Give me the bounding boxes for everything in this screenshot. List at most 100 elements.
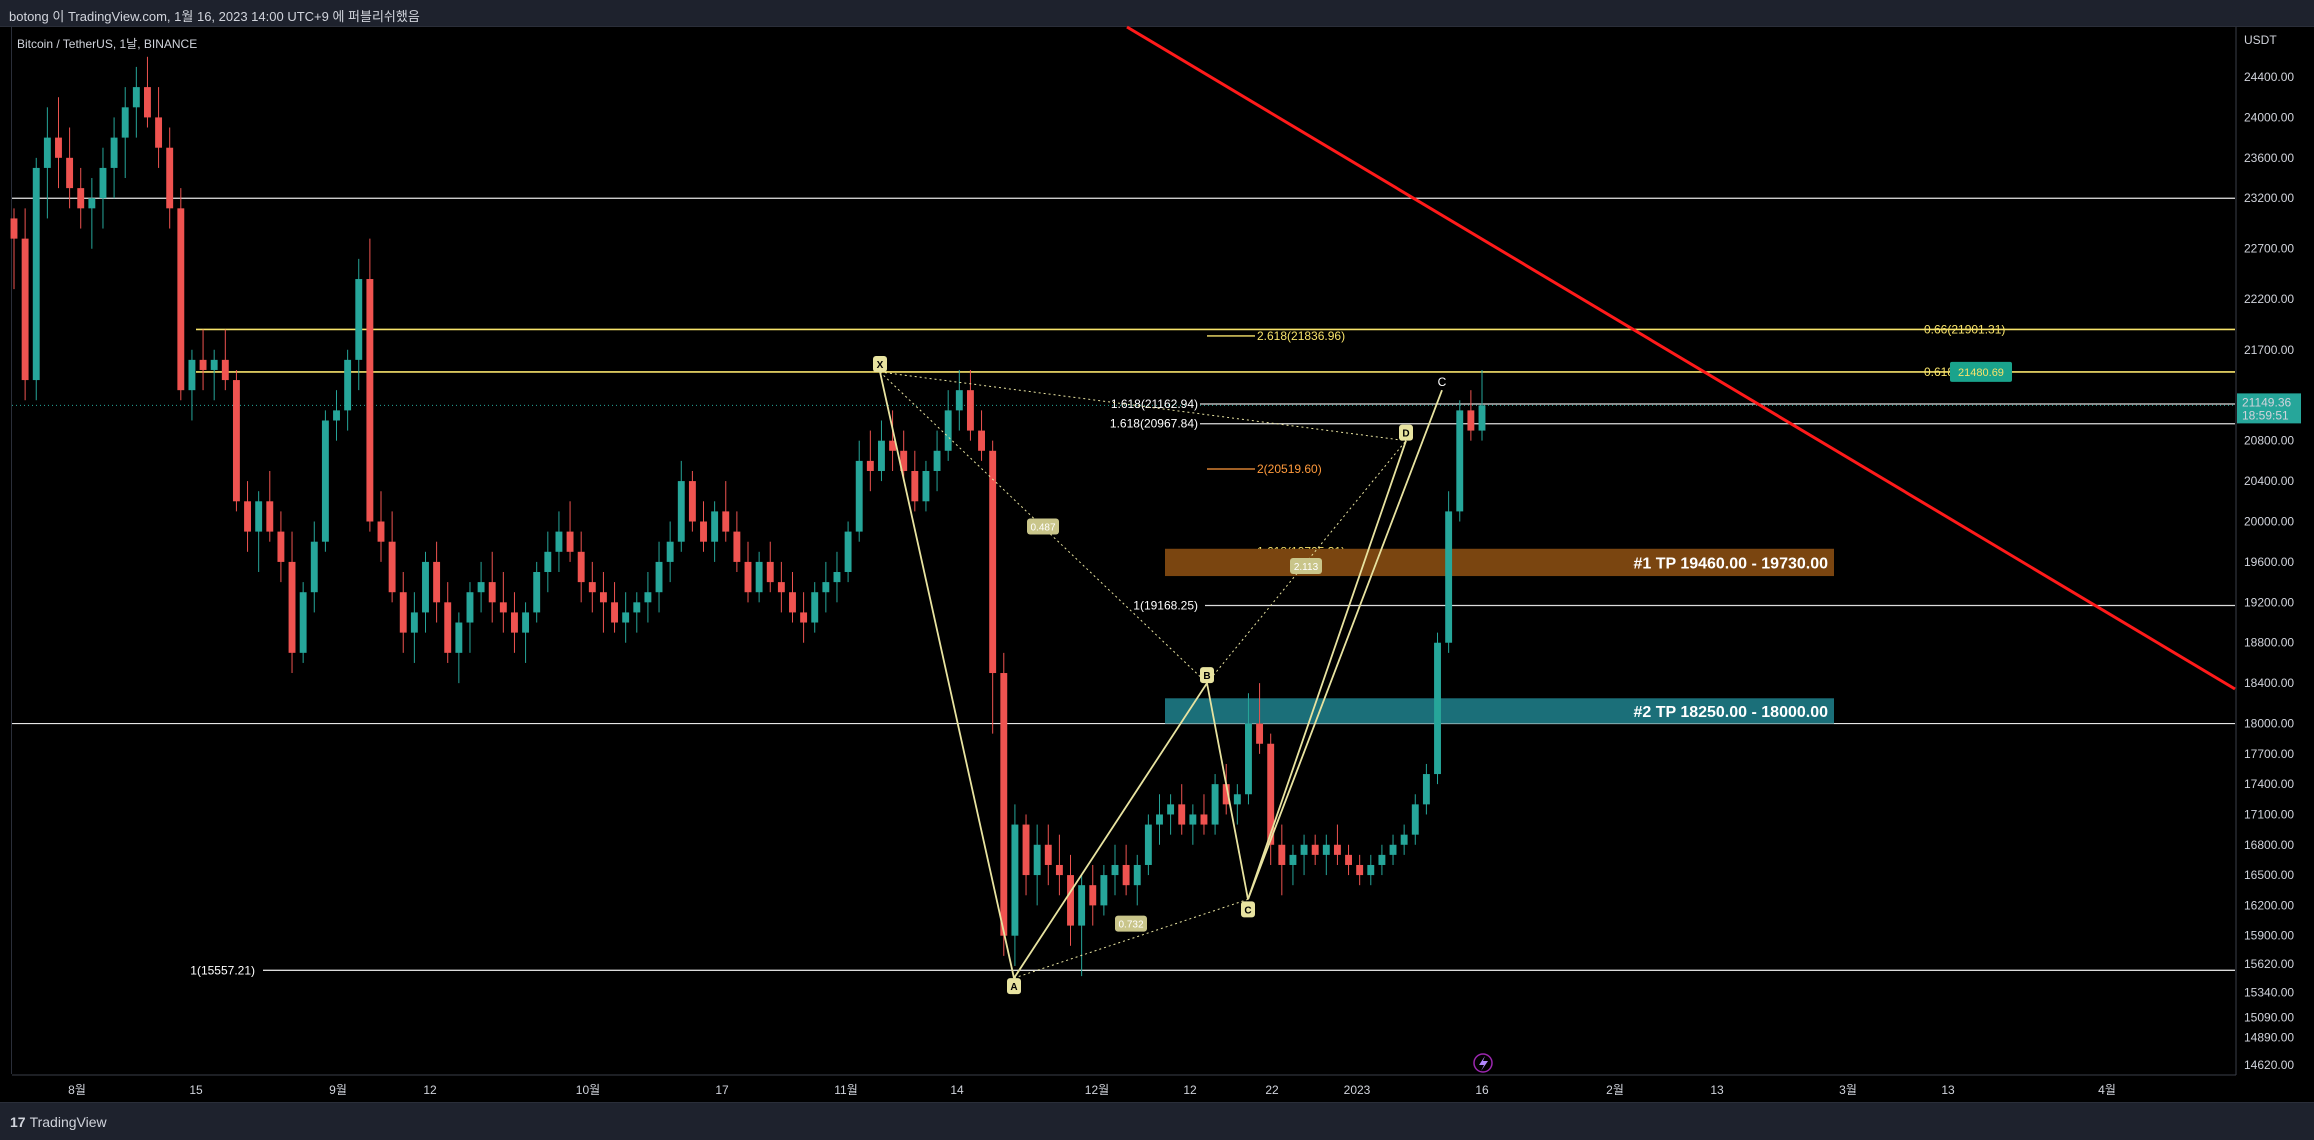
candle-body[interactable] — [611, 602, 618, 623]
candle-body[interactable] — [244, 501, 251, 532]
candle-body[interactable] — [766, 561, 774, 583]
candle-body[interactable] — [433, 561, 441, 603]
candle-body[interactable] — [32, 167, 40, 381]
candle-body[interactable] — [399, 592, 407, 633]
candle-body[interactable] — [266, 501, 274, 532]
pattern-point-marker[interactable] — [1007, 978, 1021, 995]
candle-body[interactable] — [1367, 864, 1375, 876]
candle-body[interactable] — [978, 430, 985, 451]
candle-body[interactable] — [1422, 774, 1430, 805]
candle-body[interactable] — [299, 592, 307, 653]
candle-body[interactable] — [544, 551, 552, 573]
candle-body[interactable] — [199, 359, 207, 370]
candle-body[interactable] — [1222, 784, 1230, 805]
candle-body[interactable] — [677, 481, 685, 542]
candle-body[interactable] — [455, 622, 463, 653]
candle-body[interactable] — [1100, 875, 1108, 906]
candle-body[interactable] — [1156, 814, 1163, 825]
candle-body[interactable] — [321, 420, 329, 542]
candle-body[interactable] — [922, 470, 930, 502]
candle-body[interactable] — [944, 410, 952, 451]
candle-body[interactable] — [666, 541, 674, 562]
candle-body[interactable] — [1178, 804, 1186, 825]
candle-body[interactable] — [210, 359, 218, 370]
candle-body[interactable] — [1167, 804, 1175, 815]
candle-body[interactable] — [1289, 854, 1297, 865]
candle-body[interactable] — [43, 137, 51, 168]
candle-body[interactable] — [388, 541, 396, 593]
candle-body[interactable] — [499, 602, 507, 613]
candle-body[interactable] — [277, 531, 285, 562]
candle-body[interactable] — [288, 561, 296, 653]
pattern-point-marker[interactable] — [1200, 667, 1214, 684]
candle-body[interactable] — [889, 440, 897, 451]
candle-body[interactable] — [444, 602, 452, 653]
candle-body[interactable] — [1033, 844, 1041, 876]
candle-body[interactable] — [1000, 673, 1008, 936]
candle-body[interactable] — [1089, 885, 1097, 906]
candle-body[interactable] — [333, 410, 340, 421]
candle-body[interactable] — [1022, 824, 1030, 876]
candle-body[interactable] — [77, 188, 85, 209]
candle-body[interactable] — [1055, 864, 1063, 876]
candle-body[interactable] — [688, 481, 696, 522]
candle-body[interactable] — [1434, 642, 1441, 775]
candle-body[interactable] — [1067, 875, 1074, 926]
candle-body[interactable] — [1300, 844, 1308, 855]
candle-body[interactable] — [722, 511, 730, 532]
candle-body[interactable] — [633, 602, 641, 613]
candle-body[interactable] — [1044, 844, 1052, 865]
candle-body[interactable] — [1311, 844, 1319, 855]
candle-body[interactable] — [911, 470, 919, 502]
candle-body[interactable] — [1200, 814, 1208, 825]
candle-body[interactable] — [1189, 814, 1197, 825]
candle-body[interactable] — [1356, 864, 1364, 876]
candle-body[interactable] — [188, 359, 196, 391]
candle-body[interactable] — [811, 592, 819, 623]
pattern-point-marker[interactable] — [1241, 901, 1255, 918]
candle-body[interactable] — [221, 359, 229, 381]
tradingview-brand[interactable]: 17 TradingView — [10, 1114, 107, 1130]
candle-body[interactable] — [422, 561, 429, 613]
candle-body[interactable] — [21, 238, 29, 381]
candle-body[interactable] — [1278, 844, 1286, 865]
candle-body[interactable] — [588, 582, 596, 593]
candle-body[interactable] — [1478, 405, 1486, 431]
candle-body[interactable] — [55, 137, 62, 158]
candle-body[interactable] — [1322, 844, 1330, 855]
candle-body[interactable] — [800, 612, 808, 623]
candle-body[interactable] — [989, 450, 997, 674]
candle-body[interactable] — [110, 137, 118, 168]
candle-body[interactable] — [566, 531, 574, 552]
pattern-point-marker[interactable] — [1399, 424, 1413, 441]
candle-body[interactable] — [477, 582, 485, 593]
candle-body[interactable] — [1122, 864, 1130, 886]
pattern-leg[interactable] — [1013, 682, 1208, 979]
candle-body[interactable] — [966, 390, 974, 431]
pattern-leg[interactable] — [879, 371, 1015, 979]
candle-body[interactable] — [900, 450, 908, 471]
candle-body[interactable] — [66, 157, 74, 189]
candle-body[interactable] — [1211, 784, 1219, 825]
candle-body[interactable] — [733, 531, 741, 562]
candle-body[interactable] — [711, 511, 719, 542]
candle-body[interactable] — [555, 531, 563, 552]
price-axis[interactable] — [2236, 27, 2314, 1075]
candle-body[interactable] — [1445, 511, 1453, 643]
pattern-leg[interactable] — [1206, 682, 1249, 900]
candle-body[interactable] — [777, 582, 785, 593]
candle-body[interactable] — [144, 87, 151, 118]
candle-body[interactable] — [1233, 794, 1241, 805]
candle-body[interactable] — [355, 279, 363, 360]
candle-body[interactable] — [255, 501, 263, 532]
candle-body[interactable] — [599, 592, 607, 603]
candle-body[interactable] — [1256, 723, 1264, 744]
trend-line[interactable] — [1126, 25, 2236, 691]
candle-body[interactable] — [410, 612, 418, 633]
candle-body[interactable] — [744, 561, 752, 593]
candle-body[interactable] — [1011, 824, 1019, 936]
candle-body[interactable] — [522, 612, 530, 633]
pattern-point-marker[interactable] — [873, 355, 887, 372]
candle-body[interactable] — [377, 521, 385, 542]
